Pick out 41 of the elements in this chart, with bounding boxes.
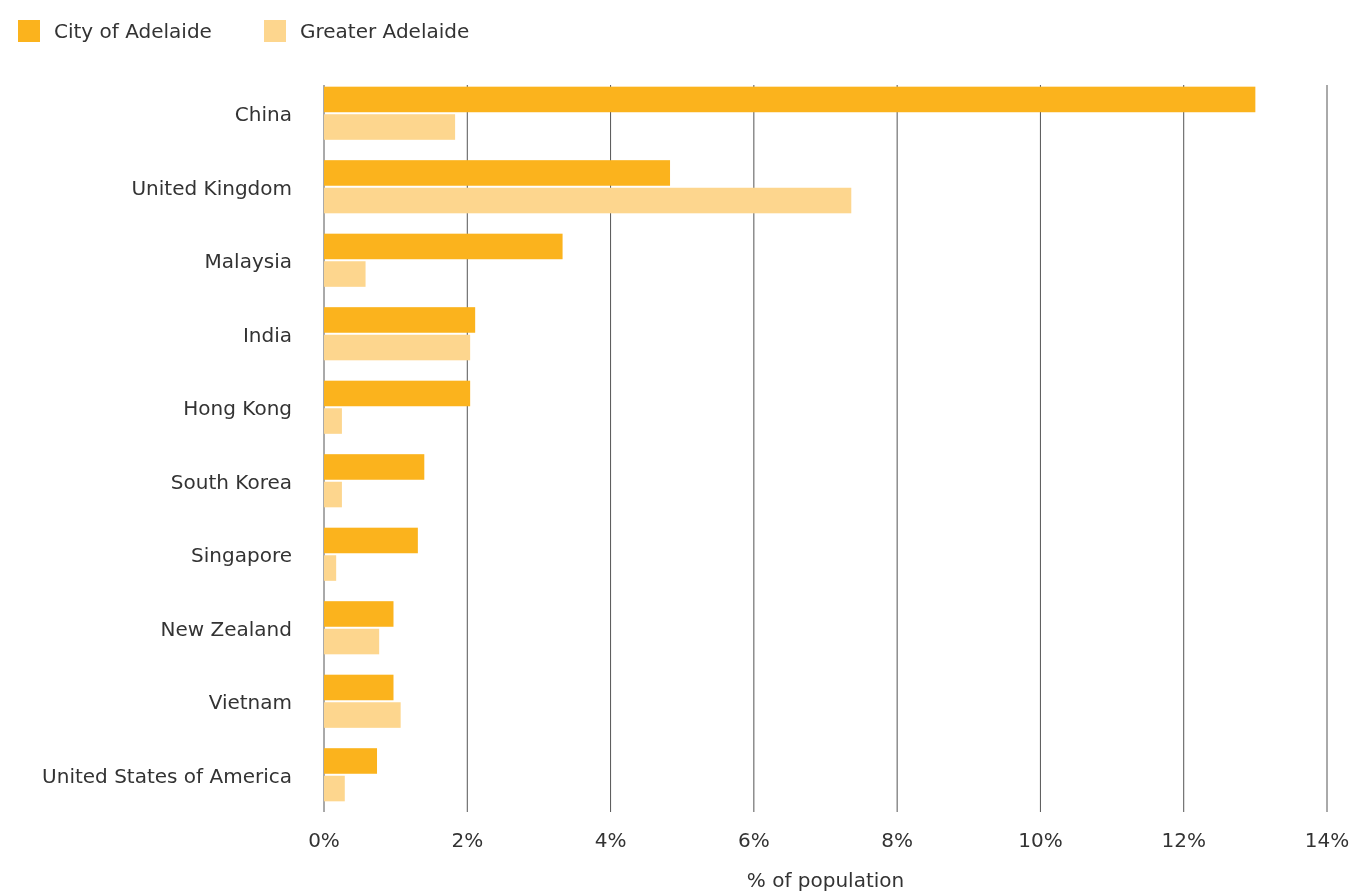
bar [324,748,378,774]
x-tick-label: 0% [308,828,340,852]
bar [324,555,337,581]
legend-label: Greater Adelaide [300,19,470,43]
x-axis-title: % of population [746,868,905,892]
bar [324,527,418,554]
x-tick-label: 10% [1018,828,1063,852]
y-tick-label: Vietnam [208,690,292,715]
y-tick-label: Hong Kong [183,396,292,421]
bar [324,334,471,361]
y-tick-label: United Kingdom [131,175,292,200]
x-tick-label: 8% [881,828,914,852]
bar [324,454,425,480]
bar [324,628,380,655]
bar [324,86,1256,113]
y-tick-label: Singapore [191,543,292,568]
bar [324,160,671,186]
bar [324,702,401,728]
x-tick-label: 6% [737,828,770,852]
bar [324,380,471,407]
x-tick-label: 2% [451,828,484,852]
bar [324,601,394,627]
legend-label: City of Adelaide [54,19,212,43]
bar [324,261,366,287]
y-tick-label: Malaysia [204,249,292,274]
bar [324,481,342,508]
bar [324,307,476,333]
x-tick-label: 4% [594,828,627,852]
x-tick-label: 14% [1304,828,1350,852]
x-tick-label: 12% [1161,828,1206,852]
y-tick-label: South Korea [170,469,292,494]
bar [324,233,563,260]
bar [324,187,852,214]
y-tick-label: China [234,102,292,127]
bar [324,114,456,140]
y-tick-label: United States of America [42,763,292,788]
y-tick-label: New Zealand [160,616,292,641]
bar [324,408,342,434]
y-tick-label: India [242,322,292,347]
bar [324,674,394,701]
bar [324,775,345,802]
